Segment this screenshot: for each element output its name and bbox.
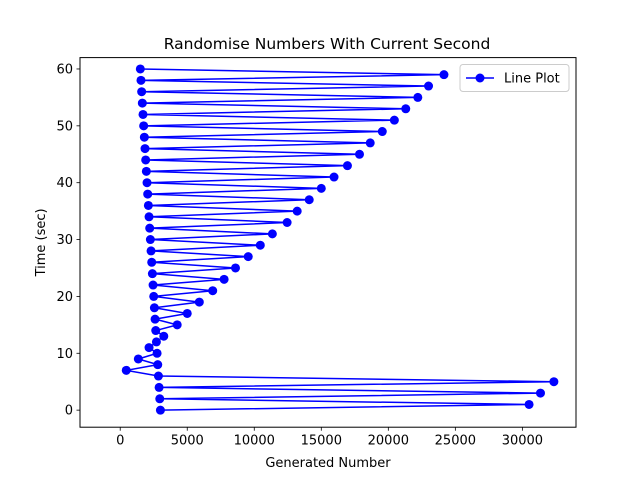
y-tick-label: 30 bbox=[56, 233, 73, 248]
data-point bbox=[194, 297, 204, 307]
y-tick-label: 40 bbox=[56, 176, 73, 191]
data-point bbox=[143, 189, 153, 199]
data-point bbox=[424, 81, 434, 91]
data-point bbox=[231, 263, 240, 273]
data-point bbox=[355, 149, 364, 159]
x-tick-label: 0 bbox=[116, 434, 124, 449]
data-point bbox=[208, 286, 218, 296]
data-point bbox=[152, 348, 162, 358]
data-point bbox=[137, 87, 147, 97]
data-point bbox=[155, 405, 165, 415]
data-point bbox=[142, 178, 152, 188]
data-point bbox=[255, 240, 265, 250]
data-point bbox=[149, 291, 159, 301]
x-tick-label: 25000 bbox=[435, 434, 476, 449]
data-point bbox=[144, 212, 154, 222]
data-point bbox=[243, 252, 253, 262]
x-axis: 0 5000 10000 15000 20000 25000 30000 bbox=[116, 427, 543, 449]
data-point bbox=[389, 115, 399, 125]
plot-area bbox=[121, 64, 559, 415]
legend-marker-swatch bbox=[475, 73, 485, 83]
legend-label: Line Plot bbox=[504, 72, 560, 87]
data-point bbox=[154, 382, 164, 392]
legend: Line Plot bbox=[459, 64, 570, 92]
data-point bbox=[138, 109, 148, 119]
data-point bbox=[329, 172, 339, 182]
data-point bbox=[135, 64, 145, 74]
data-point bbox=[342, 161, 352, 171]
data-point bbox=[145, 235, 155, 245]
data-point bbox=[141, 166, 151, 176]
data-point bbox=[549, 377, 559, 387]
data-point bbox=[139, 121, 149, 131]
data-point bbox=[147, 257, 157, 267]
data-point bbox=[282, 218, 292, 227]
data-point bbox=[150, 314, 160, 324]
chart-title: Randomise Numbers With Current Second bbox=[164, 35, 491, 53]
data-point bbox=[304, 195, 314, 205]
data-point bbox=[139, 132, 149, 142]
y-tick-label: 20 bbox=[56, 290, 73, 305]
data-point bbox=[535, 388, 545, 398]
y-axis: 0 10 20 30 40 50 60 bbox=[56, 62, 80, 419]
x-tick-label: 15000 bbox=[301, 434, 342, 449]
data-point bbox=[524, 399, 534, 409]
x-tick-label: 30000 bbox=[502, 434, 543, 449]
data-point bbox=[267, 229, 277, 239]
data-point bbox=[137, 98, 147, 108]
data-point bbox=[133, 354, 143, 364]
data-point bbox=[155, 394, 165, 404]
data-point bbox=[365, 138, 375, 148]
axes-frame bbox=[79, 57, 577, 428]
data-point bbox=[182, 308, 192, 318]
y-tick-label: 50 bbox=[56, 119, 73, 134]
x-tick-label: 5000 bbox=[171, 434, 204, 449]
y-tick-label: 0 bbox=[65, 404, 73, 419]
x-tick-label: 10000 bbox=[234, 434, 275, 449]
data-point bbox=[140, 144, 150, 154]
data-point bbox=[147, 269, 157, 279]
data-point bbox=[316, 183, 326, 193]
data-point bbox=[143, 200, 153, 210]
data-point bbox=[219, 274, 229, 284]
data-point bbox=[151, 337, 161, 347]
data-point bbox=[172, 320, 182, 330]
data-point bbox=[153, 371, 163, 381]
legend-box bbox=[459, 64, 570, 92]
data-point bbox=[144, 343, 154, 353]
data-point bbox=[149, 303, 159, 313]
data-point bbox=[136, 75, 146, 85]
data-point bbox=[148, 280, 158, 290]
x-tick-label: 20000 bbox=[368, 434, 409, 449]
data-point bbox=[439, 70, 449, 80]
data-point bbox=[159, 331, 169, 341]
y-axis-label: Time (sec) bbox=[34, 208, 49, 277]
data-point bbox=[377, 127, 387, 137]
data-point bbox=[121, 365, 131, 375]
data-point bbox=[141, 155, 151, 165]
x-axis-label: Generated Number bbox=[265, 456, 391, 471]
data-point bbox=[292, 206, 302, 216]
data-point bbox=[413, 92, 423, 102]
y-tick-label: 60 bbox=[56, 62, 73, 77]
data-point bbox=[145, 223, 155, 233]
data-point bbox=[146, 246, 156, 256]
data-point bbox=[153, 360, 163, 370]
data-point bbox=[151, 326, 161, 336]
data-point bbox=[401, 104, 411, 114]
y-tick-label: 10 bbox=[56, 347, 73, 362]
